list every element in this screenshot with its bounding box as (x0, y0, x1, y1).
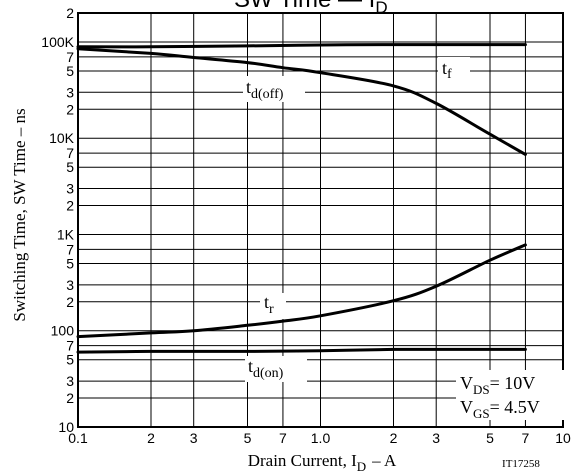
plot-frame (77, 12, 564, 428)
chart-title: SW Time — ID (234, 0, 388, 17)
y-tick-label: 2 (66, 198, 74, 214)
series-line-tdoff (76, 47, 527, 156)
series-label-tf: tf (442, 58, 452, 82)
series-label-tdon: td(on) (248, 356, 284, 381)
label-bg-tf (438, 57, 470, 81)
x-axis-label-main: Drain Current, I (248, 451, 357, 470)
y-tick-label: 7 (66, 49, 74, 65)
grid (77, 12, 564, 428)
x-tick-label: 0.1 (68, 430, 88, 446)
x-tick-label: 5 (486, 430, 494, 446)
series-line-tdon (76, 347, 527, 354)
x-axis-label: Drain Current, ID – A (248, 451, 397, 473)
chart-title-sub: D (375, 0, 387, 17)
y-tick-label: 7 (66, 145, 74, 161)
y-tick-label: 7 (66, 338, 74, 354)
x-tick-label: 3 (432, 430, 440, 446)
y-tick-label: 10 (58, 419, 74, 435)
y-axis-label: Switching Time, SW Time – ns (10, 108, 29, 321)
figure-id: IT17258 (502, 458, 540, 470)
conditions-bg (456, 370, 564, 420)
x-axis-label-sub: D (357, 459, 366, 473)
y-tick-label: 7 (66, 241, 74, 257)
y-tick-label: 100K (41, 34, 74, 50)
condition-vgs: VGS= 4.5V (460, 397, 540, 421)
y-tick-label: 2 (66, 294, 74, 310)
y-tick-label: 3 (66, 277, 74, 293)
y-tick-label: 5 (66, 352, 74, 368)
x-tick-label: 7 (279, 430, 287, 446)
x-tick-label: 1.0 (311, 430, 331, 446)
tick-labels: 0.1 2 3 5 7 1.0 2 3 5 7 1010235710023571K235710K23… (41, 5, 571, 446)
x-tick-label: 3 (190, 430, 198, 446)
y-tick-label: 2 (66, 390, 74, 406)
x-tick-label: 7 (522, 430, 530, 446)
label-bg-tdoff (243, 76, 305, 102)
y-tick-label: 1K (57, 226, 75, 242)
y-tick-label: 3 (66, 373, 74, 389)
y-tick-label: 5 (66, 63, 74, 79)
y-tick-label: 2 (66, 5, 74, 21)
y-tick-label: 10K (49, 130, 75, 146)
x-tick-label: 2 (390, 430, 398, 446)
y-tick-label: 100 (51, 323, 75, 339)
series-line-tr (76, 243, 527, 339)
y-tick-label: 3 (66, 84, 74, 100)
x-tick-label: 2 (147, 430, 155, 446)
series-label-tr: tr (264, 292, 274, 317)
series-label-tdoff: td(off) (246, 77, 284, 102)
chart-title-main: SW Time — I (234, 0, 375, 13)
y-tick-label: 3 (66, 181, 74, 197)
y-tick-label: 2 (66, 101, 74, 117)
x-tick-label: 10 (555, 430, 571, 446)
y-tick-label: 5 (66, 255, 74, 271)
y-tick-label: 5 (66, 159, 74, 175)
x-axis-label-unit: – A (371, 451, 397, 470)
label-bg-tr (260, 293, 286, 319)
series-line-tf (76, 43, 527, 49)
condition-vds: VDS= 10V (460, 373, 535, 397)
series-lines (76, 43, 527, 354)
x-tick-label: 5 (244, 430, 252, 446)
label-bg-tdon (245, 356, 307, 382)
